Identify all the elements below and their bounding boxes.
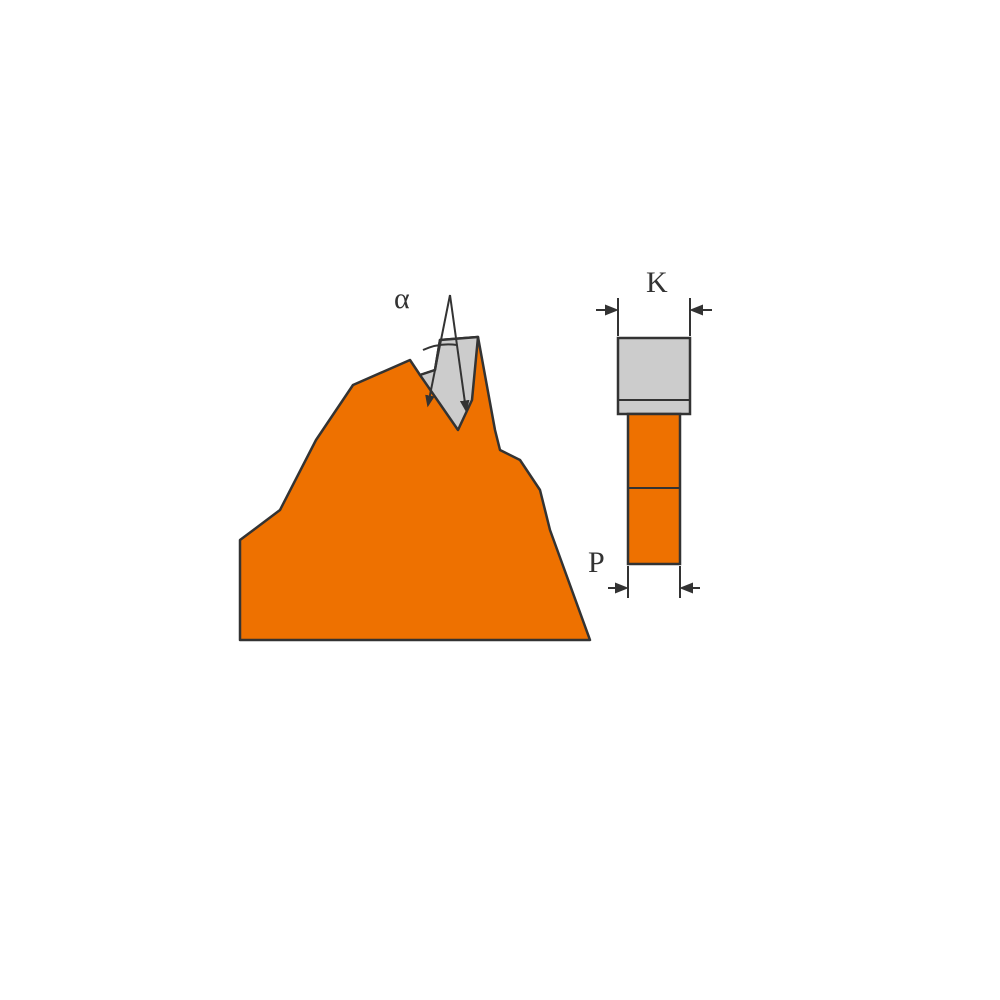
tooth-body bbox=[240, 337, 590, 640]
k-tip-rect bbox=[618, 338, 690, 414]
dim-K bbox=[596, 298, 712, 336]
label-alpha: α bbox=[394, 282, 410, 316]
label-K: K bbox=[646, 266, 668, 300]
technical-diagram bbox=[0, 0, 1000, 1000]
dim-P bbox=[608, 566, 700, 598]
label-P: P bbox=[588, 546, 605, 580]
